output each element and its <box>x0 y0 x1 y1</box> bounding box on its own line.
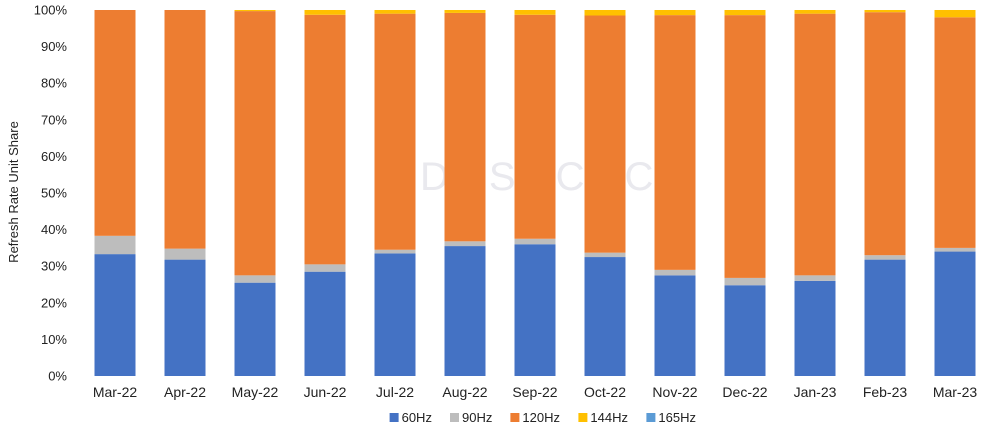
bar-segment-60hz <box>304 271 346 376</box>
x-tick-label: Mar-22 <box>93 384 138 400</box>
bar-segment-144hz <box>584 10 626 16</box>
y-tick-label: 40% <box>41 222 67 237</box>
bar-segment-90hz <box>374 249 416 254</box>
bar-segment-144hz <box>444 10 486 13</box>
legend-label-144hz: 144Hz <box>590 410 628 425</box>
bar-segment-60hz <box>584 257 626 376</box>
x-tick-label: Aug-22 <box>442 384 487 400</box>
x-tick-label: Feb-23 <box>863 384 908 400</box>
x-tick-label: Dec-22 <box>722 384 767 400</box>
bar-segment-90hz <box>864 255 906 260</box>
y-tick-label: 60% <box>41 149 67 164</box>
y-axis: 0% 10% 20% 30% 40% 50% 60% 70% 80% 90% 100% <box>34 3 68 384</box>
legend: 60Hz 90Hz 120Hz 144Hz 165Hz <box>389 410 696 425</box>
bar-segment-144hz <box>794 10 836 14</box>
bar-segment-144hz <box>934 10 976 18</box>
bar-segment-90hz <box>94 235 136 255</box>
bar-segment-90hz <box>444 241 486 247</box>
bar-segment-90hz <box>794 275 836 281</box>
x-tick-label: Oct-22 <box>584 384 626 400</box>
bar-segment-90hz <box>584 252 626 258</box>
bar-segment-144hz <box>654 10 696 16</box>
y-tick-label: 10% <box>41 332 67 347</box>
bar-segment-90hz <box>234 275 276 283</box>
y-tick-label: 80% <box>41 76 67 91</box>
bar-segment-120hz <box>234 11 276 276</box>
bar-segment-60hz <box>164 259 206 376</box>
bar-segment-90hz <box>934 247 976 252</box>
legend-swatch-144hz <box>578 413 588 422</box>
y-tick-label: 0% <box>48 369 67 384</box>
bar-segment-60hz <box>794 280 836 376</box>
bar-segment-144hz <box>864 10 906 13</box>
bar-segment-60hz <box>514 244 556 376</box>
bar-segment-120hz <box>304 14 346 265</box>
x-tick-label: May-22 <box>232 384 279 400</box>
y-axis-title: Refresh Rate Unit Share <box>6 121 21 263</box>
bar-segment-120hz <box>794 13 836 276</box>
legend-label-120hz: 120Hz <box>522 410 560 425</box>
bar-segment-90hz <box>304 264 346 272</box>
bar-segment-120hz <box>164 10 206 249</box>
legend-swatch-90hz <box>450 413 459 422</box>
bar-segment-144hz <box>724 10 766 16</box>
legend-label-60hz: 60Hz <box>402 410 432 425</box>
y-tick-label: 30% <box>41 259 67 274</box>
x-tick-label: Apr-22 <box>164 384 206 400</box>
y-tick-label: 70% <box>41 112 67 127</box>
bar-segment-120hz <box>654 15 696 270</box>
x-tick-label: Sep-22 <box>512 384 557 400</box>
bar-segment-120hz <box>514 14 556 239</box>
bar-segment-120hz <box>94 10 136 236</box>
bar-segment-120hz <box>584 15 626 253</box>
x-tick-label: Jun-22 <box>304 384 347 400</box>
bar-segment-60hz <box>374 253 416 376</box>
bars <box>94 10 976 376</box>
bar-segment-120hz <box>864 12 906 256</box>
bar-segment-60hz <box>724 285 766 376</box>
bar-segment-120hz <box>444 12 486 242</box>
bar-segment-120hz <box>724 15 766 278</box>
y-tick-label: 100% <box>34 3 68 18</box>
legend-label-165hz: 165Hz <box>658 410 696 425</box>
bar-segment-120hz <box>934 17 976 248</box>
bar-segment-144hz <box>514 10 556 15</box>
bar-segment-90hz <box>164 248 206 260</box>
bar-segment-60hz <box>654 275 696 376</box>
bar-segment-60hz <box>864 259 906 376</box>
y-tick-label: 50% <box>41 186 67 201</box>
bar-segment-60hz <box>234 282 276 376</box>
x-tick-label: Nov-22 <box>652 384 697 400</box>
legend-swatch-165hz <box>646 413 656 422</box>
x-tick-label: Jul-22 <box>376 384 414 400</box>
bar-segment-90hz <box>724 277 766 286</box>
bar-segment-60hz <box>94 254 136 376</box>
x-tick-label: Mar-23 <box>933 384 978 400</box>
legend-swatch-60hz <box>389 413 399 422</box>
x-tick-label: Jan-23 <box>794 384 837 400</box>
y-tick-label: 20% <box>41 295 67 310</box>
x-axis-labels: Mar-22 Apr-22 May-22 Jun-22 Jul-22 Aug-22 Sep-… <box>93 384 978 400</box>
bar-segment-144hz <box>374 10 416 14</box>
bar-segment-90hz <box>514 238 556 245</box>
legend-label-90hz: 90Hz <box>462 410 492 425</box>
y-tick-label: 90% <box>41 39 67 54</box>
bar-segment-144hz <box>234 10 276 12</box>
legend-swatch-120hz <box>510 413 520 422</box>
bar-segment-120hz <box>374 13 416 250</box>
bar-segment-144hz <box>304 10 346 15</box>
bar-segment-60hz <box>444 246 486 376</box>
bar-segment-90hz <box>654 269 696 276</box>
bar-segment-60hz <box>934 251 976 376</box>
